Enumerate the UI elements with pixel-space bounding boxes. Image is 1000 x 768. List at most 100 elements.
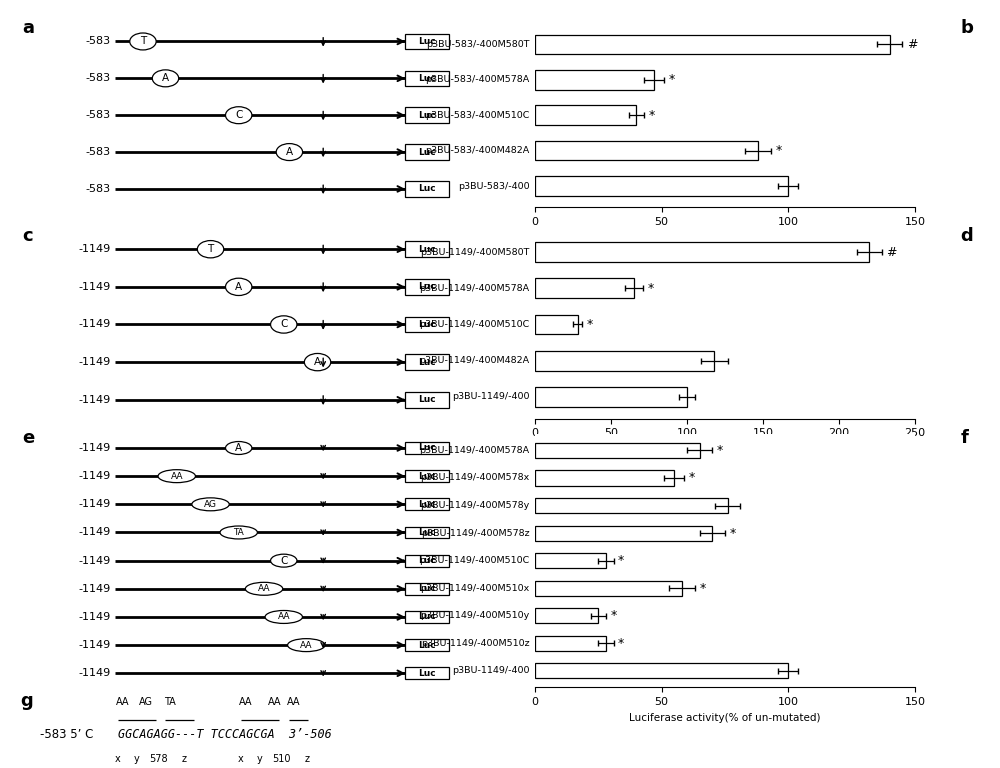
- Text: y: y: [134, 754, 139, 764]
- Bar: [535, 351, 714, 371]
- Text: p3BU-1149/-400M578A: p3BU-1149/-400M578A: [419, 284, 529, 293]
- Text: p3BU-1149/-400M510C: p3BU-1149/-400M510C: [419, 556, 529, 565]
- Bar: [535, 581, 682, 596]
- Text: AG: AG: [139, 697, 153, 707]
- Text: -583: -583: [85, 110, 110, 121]
- Text: c: c: [22, 227, 33, 245]
- Text: p3BU-1149/-400: p3BU-1149/-400: [452, 667, 529, 675]
- Text: p3BU-583/-400: p3BU-583/-400: [458, 181, 529, 190]
- Text: -1149: -1149: [78, 668, 110, 678]
- X-axis label: Luciferase activity(% of un-mutated): Luciferase activity(% of un-mutated): [629, 444, 821, 454]
- Text: AA: AA: [116, 697, 129, 707]
- Text: Luc: Luc: [418, 74, 436, 83]
- Text: -1149: -1149: [78, 443, 110, 453]
- Ellipse shape: [226, 278, 252, 296]
- Bar: [535, 278, 634, 298]
- Text: -1149: -1149: [78, 555, 110, 566]
- Text: A: A: [286, 147, 293, 157]
- Text: AG: AG: [204, 500, 217, 509]
- Text: #: #: [907, 38, 917, 51]
- Text: Luc: Luc: [418, 396, 436, 404]
- Bar: [535, 664, 788, 678]
- Bar: [535, 141, 758, 161]
- Text: TA: TA: [164, 697, 176, 707]
- Text: *: *: [618, 637, 624, 650]
- Text: p3BU-1149/-400M510y: p3BU-1149/-400M510y: [420, 611, 529, 621]
- FancyBboxPatch shape: [405, 71, 449, 86]
- FancyBboxPatch shape: [405, 527, 449, 538]
- FancyBboxPatch shape: [405, 442, 449, 454]
- FancyBboxPatch shape: [405, 667, 449, 679]
- Text: Luc: Luc: [418, 320, 436, 329]
- Bar: [535, 471, 674, 485]
- Text: AA: AA: [258, 584, 270, 594]
- Text: -1149: -1149: [78, 499, 110, 509]
- Ellipse shape: [226, 107, 252, 124]
- Text: C: C: [280, 555, 287, 566]
- Text: p3BU-583/-400M510C: p3BU-583/-400M510C: [425, 111, 529, 120]
- Ellipse shape: [276, 144, 303, 161]
- Text: -1149: -1149: [78, 612, 110, 622]
- Text: A: A: [162, 73, 169, 84]
- Text: *: *: [647, 282, 654, 295]
- Text: *: *: [669, 73, 675, 86]
- Text: -1149: -1149: [78, 244, 110, 254]
- Text: *: *: [717, 444, 723, 457]
- FancyBboxPatch shape: [405, 316, 449, 333]
- Text: *: *: [610, 609, 617, 622]
- FancyBboxPatch shape: [405, 354, 449, 370]
- Text: -583: -583: [85, 36, 110, 47]
- Text: A: A: [314, 357, 321, 367]
- FancyBboxPatch shape: [405, 611, 449, 623]
- Text: Luc: Luc: [418, 147, 436, 157]
- Text: f: f: [961, 429, 968, 447]
- Bar: [535, 315, 578, 334]
- Text: Luc: Luc: [418, 283, 436, 291]
- Text: p3BU-1149/-400M510C: p3BU-1149/-400M510C: [419, 320, 529, 329]
- Text: AA: AA: [268, 697, 281, 707]
- Text: Luc: Luc: [418, 358, 436, 366]
- Bar: [535, 177, 788, 196]
- Text: p3BU-583/-400M482A: p3BU-583/-400M482A: [425, 146, 529, 155]
- Text: A: A: [235, 282, 242, 292]
- Text: g: g: [20, 692, 33, 710]
- Text: *: *: [730, 527, 736, 540]
- Ellipse shape: [197, 240, 224, 258]
- Text: p3BU-1149/-400M578x: p3BU-1149/-400M578x: [420, 474, 529, 482]
- Text: p3BU-1149/-400M510x: p3BU-1149/-400M510x: [420, 584, 529, 593]
- FancyBboxPatch shape: [405, 108, 449, 123]
- Text: p3BU-1149/-400M578y: p3BU-1149/-400M578y: [420, 501, 529, 510]
- Text: Luc: Luc: [418, 500, 436, 509]
- Ellipse shape: [158, 470, 195, 482]
- Text: *: *: [618, 554, 624, 567]
- FancyBboxPatch shape: [405, 392, 449, 408]
- FancyBboxPatch shape: [405, 34, 449, 49]
- FancyBboxPatch shape: [405, 554, 449, 567]
- Ellipse shape: [265, 611, 302, 624]
- Bar: [535, 608, 598, 624]
- Text: p3BU-583/-400M578A: p3BU-583/-400M578A: [425, 75, 529, 84]
- Text: *: *: [775, 144, 781, 157]
- Text: AA: AA: [171, 472, 183, 481]
- FancyBboxPatch shape: [405, 583, 449, 594]
- Text: p3BU-583/-400M580T: p3BU-583/-400M580T: [426, 40, 529, 49]
- Text: Luc: Luc: [418, 669, 436, 678]
- Text: Luc: Luc: [418, 443, 436, 452]
- Text: p3BU-1149/-400M510z: p3BU-1149/-400M510z: [421, 639, 529, 647]
- Text: Luc: Luc: [418, 612, 436, 621]
- Text: -1149: -1149: [78, 471, 110, 482]
- Text: -1149: -1149: [78, 282, 110, 292]
- Ellipse shape: [288, 639, 325, 651]
- Text: -583: -583: [85, 73, 110, 84]
- Ellipse shape: [271, 316, 297, 333]
- Bar: [535, 242, 869, 262]
- Text: AA: AA: [278, 612, 290, 621]
- FancyBboxPatch shape: [405, 639, 449, 651]
- Text: Luc: Luc: [418, 472, 436, 481]
- Text: 578: 578: [149, 754, 168, 764]
- Text: e: e: [22, 429, 35, 447]
- Text: *: *: [689, 472, 695, 485]
- Ellipse shape: [304, 353, 331, 371]
- Text: Luc: Luc: [418, 111, 436, 120]
- Text: Luc: Luc: [418, 584, 436, 594]
